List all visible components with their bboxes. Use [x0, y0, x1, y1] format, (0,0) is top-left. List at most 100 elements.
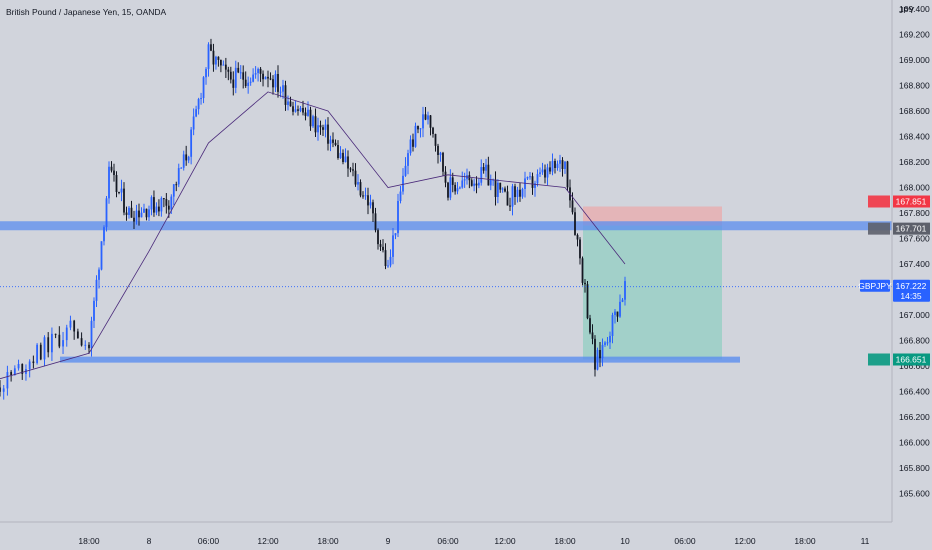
candle-body — [2, 388, 5, 392]
candle-body — [88, 344, 90, 349]
candle-body — [594, 338, 596, 370]
candle-body — [200, 98, 202, 100]
price-tick-label: 166.800 — [899, 336, 930, 346]
resistance-zone-upper — [0, 221, 892, 231]
candle-body — [397, 200, 399, 234]
candle-body — [322, 127, 324, 130]
candle-body — [451, 177, 454, 185]
candle-body — [190, 129, 193, 157]
candle-body — [145, 208, 148, 218]
candle-body — [130, 207, 133, 218]
candle-body — [579, 239, 581, 259]
candle-body — [54, 333, 57, 335]
price-tick-label: 169.000 — [899, 55, 930, 65]
candle-body — [254, 73, 257, 75]
candle-body — [17, 364, 20, 369]
candle-body — [599, 350, 601, 359]
candle-body — [249, 81, 252, 83]
candle-body — [531, 176, 534, 188]
candle-body — [339, 152, 342, 159]
price-tick-label: 167.600 — [899, 234, 930, 244]
candle-body — [294, 109, 297, 112]
candle-body — [282, 85, 284, 92]
candle-body — [222, 64, 225, 66]
candle-body — [32, 361, 35, 364]
candle-body — [95, 279, 98, 301]
time-tick-label: 18:00 — [317, 536, 339, 546]
candle-body — [489, 179, 492, 186]
time-tick-label: 8 — [147, 536, 152, 546]
candle-body — [596, 350, 599, 370]
candle-body — [566, 161, 569, 188]
candle-body — [264, 76, 267, 80]
candle-body — [432, 127, 434, 134]
candle-body — [267, 76, 269, 79]
candle-body — [606, 342, 609, 344]
candle-body — [541, 169, 544, 173]
candle-body — [197, 99, 200, 110]
candle-body — [437, 145, 439, 155]
candle-body — [69, 320, 72, 328]
candle-body — [581, 258, 584, 283]
candle-body — [312, 116, 314, 127]
candle-body — [98, 269, 100, 280]
candle-body — [611, 314, 614, 336]
candle-body — [499, 182, 502, 190]
candle-body — [399, 191, 402, 201]
time-tick-label: 06:00 — [198, 536, 220, 546]
candle-body — [586, 284, 589, 319]
candle-body — [182, 154, 185, 168]
candle-body — [342, 152, 344, 163]
candle-body — [269, 78, 272, 80]
candle-body — [259, 68, 262, 74]
candle-body — [319, 125, 322, 128]
candle-body — [482, 167, 485, 171]
candle-body — [110, 166, 113, 171]
candle-body — [480, 167, 483, 183]
candle-body — [177, 168, 180, 185]
candle-body — [202, 77, 205, 99]
candle-body — [349, 168, 352, 170]
candle-body — [105, 198, 108, 228]
candle-body — [551, 160, 554, 172]
candle-body — [172, 184, 175, 197]
candle-body — [444, 171, 447, 183]
candle-body — [591, 332, 594, 339]
price-tick-label: 168.200 — [899, 157, 930, 167]
candle-body — [299, 107, 302, 111]
candle-body — [239, 72, 242, 74]
candle-body — [407, 153, 409, 166]
candle-body — [84, 344, 87, 346]
price-tick-label: 167.000 — [899, 310, 930, 320]
candle-body — [377, 230, 379, 245]
candle-body — [185, 154, 188, 161]
candle-body — [357, 182, 359, 185]
candle-body — [205, 68, 207, 78]
candle-body — [47, 337, 50, 353]
candle-body — [332, 139, 334, 143]
price-tick-label: 166.400 — [899, 387, 930, 397]
candle-body — [387, 265, 389, 267]
candle-body — [229, 71, 232, 80]
candle-body — [252, 74, 255, 82]
candle-body — [234, 67, 237, 88]
moving-average-line — [0, 91, 626, 380]
candle-body — [524, 178, 526, 189]
take-profit-zone — [583, 225, 722, 360]
candle-body — [224, 64, 227, 70]
candle-body — [576, 234, 579, 240]
candle-body — [461, 180, 464, 188]
entry-zone-tag-left — [868, 222, 890, 235]
price-tick-label: 166.200 — [899, 412, 930, 422]
candle-body — [494, 179, 497, 197]
price-tick-label: 167.800 — [899, 208, 930, 218]
candle-body — [409, 139, 412, 154]
symbol-tag — [860, 279, 890, 292]
candle-body — [554, 160, 556, 168]
candle-body — [402, 175, 404, 192]
price-axis-unit: JPY — [899, 5, 915, 15]
candle-body — [509, 205, 511, 207]
candle-body — [392, 235, 394, 257]
candle-body — [165, 199, 168, 206]
